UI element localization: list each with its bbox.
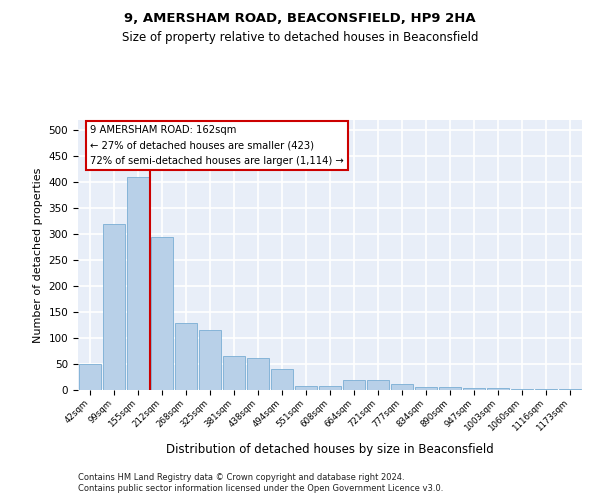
Bar [271,369,293,390]
Bar [439,388,461,390]
Text: Contains HM Land Registry data © Crown copyright and database right 2024.: Contains HM Land Registry data © Crown c… [78,472,404,482]
Bar [535,389,557,390]
Bar [319,386,341,390]
Text: Distribution of detached houses by size in Beaconsfield: Distribution of detached houses by size … [166,442,494,456]
Bar [391,384,413,390]
Text: Contains public sector information licensed under the Open Government Licence v3: Contains public sector information licen… [78,484,443,493]
Bar [79,364,101,390]
Bar [127,177,149,390]
Bar [415,388,437,390]
Bar [367,380,389,390]
Text: 9, AMERSHAM ROAD, BEACONSFIELD, HP9 2HA: 9, AMERSHAM ROAD, BEACONSFIELD, HP9 2HA [124,12,476,26]
Bar [343,380,365,390]
Bar [247,358,269,390]
Bar [295,386,317,390]
Bar [223,356,245,390]
Y-axis label: Number of detached properties: Number of detached properties [33,168,43,342]
Bar [199,330,221,390]
Bar [487,388,509,390]
Bar [559,389,581,390]
Bar [463,388,485,390]
Text: Size of property relative to detached houses in Beaconsfield: Size of property relative to detached ho… [122,31,478,44]
Bar [151,237,173,390]
Text: 9 AMERSHAM ROAD: 162sqm
← 27% of detached houses are smaller (423)
72% of semi-d: 9 AMERSHAM ROAD: 162sqm ← 27% of detache… [90,125,344,166]
Bar [175,322,197,390]
Bar [511,389,533,390]
Bar [103,224,125,390]
